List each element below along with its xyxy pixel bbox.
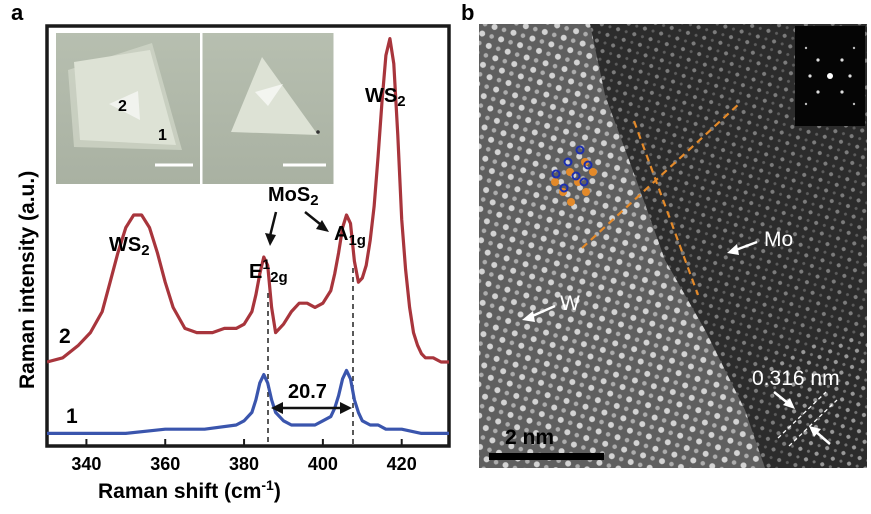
x-axis: 340 360 380 400 420 — [71, 439, 417, 474]
x-tick-label: 360 — [150, 454, 180, 474]
fft-inset — [795, 26, 865, 126]
mos2-core-triangle-2 — [255, 84, 283, 106]
x-axis-label-sup: -1 — [261, 477, 274, 493]
inset-label-1: 1 — [158, 127, 167, 144]
mos2-core-triangle — [109, 91, 140, 120]
separation-value: 20.7 — [288, 381, 327, 403]
w-region-atoms — [479, 24, 765, 468]
x-tick-label: 420 — [387, 454, 417, 474]
inset-label-2: 2 — [118, 98, 127, 115]
mos2-label: MoS2 — [268, 184, 319, 209]
x-axis-label-close: ) — [274, 480, 281, 503]
panel-a-letter: a — [11, 0, 24, 25]
y-axis-label: Raman intensity (a.u.) — [16, 171, 39, 389]
x-tick-label: 380 — [229, 454, 259, 474]
series-label-1: 1 — [66, 405, 78, 428]
panel-a: a 340 360 380 400 420 Raman shift (cm-1) Ram… — [11, 0, 451, 503]
series-label-2: 2 — [59, 325, 71, 348]
atomic-model — [551, 145, 597, 206]
series-line-1 — [47, 368, 449, 435]
a1g-label: A1g — [334, 223, 366, 249]
optical-inset-1: 2 1 — [56, 33, 200, 184]
tem-image: Mo W 0.316 nm 2 nm — [479, 24, 867, 468]
w-label: W — [560, 292, 580, 315]
panel-b: b — [461, 0, 867, 468]
series-layer — [47, 37, 449, 435]
scale-bar — [489, 453, 604, 460]
x-axis-label-text: Raman shift (cm — [98, 480, 261, 503]
e12g-label: E12g — [249, 256, 288, 286]
inset-divider — [200, 33, 203, 184]
ws2-label-left: WS2 — [109, 234, 150, 259]
w-arrow — [529, 304, 556, 319]
series-line-2 — [47, 37, 449, 364]
mo-label: Mo — [764, 228, 793, 251]
ws2-label-right: WS2 — [365, 85, 406, 110]
panel-b-letter: b — [461, 0, 474, 25]
mos2-arrows — [265, 211, 329, 246]
x-tick-label: 400 — [308, 454, 338, 474]
separation-arrow — [271, 402, 352, 414]
lattice-spacing-label: 0.316 nm — [752, 367, 840, 390]
x-tick-label: 340 — [71, 454, 101, 474]
plot-area — [47, 37, 449, 446]
scale-bar-label: 2 nm — [505, 426, 554, 449]
plot-frame — [45, 24, 451, 448]
lattice-arrow-2 — [814, 430, 831, 445]
optical-inset-2 — [202, 33, 334, 184]
interface-dashed-line-1 — [632, 120, 700, 296]
x-axis-label: Raman shift (cm-1) — [98, 477, 281, 503]
